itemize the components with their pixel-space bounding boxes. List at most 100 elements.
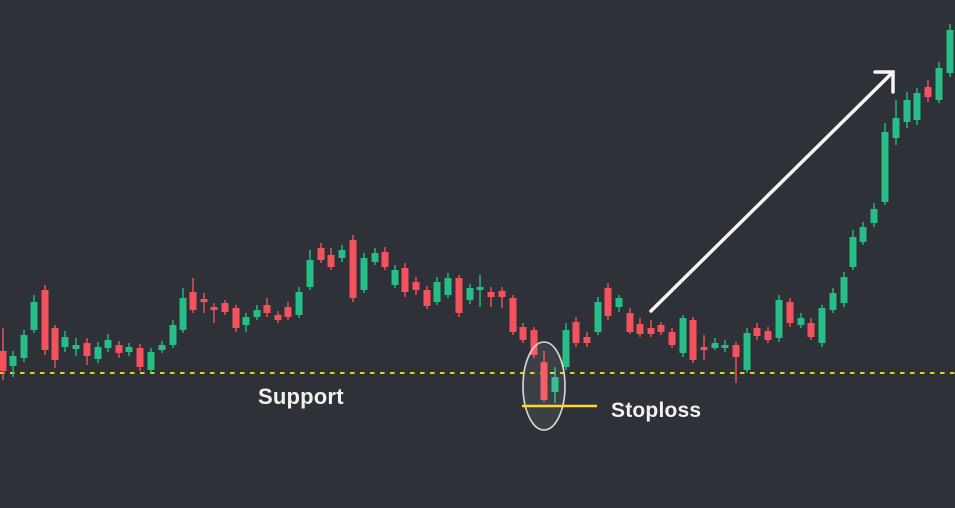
candle-body [295,292,303,315]
candle-body [189,292,197,310]
candle-body [349,240,357,298]
candle-body [657,325,665,332]
candle-body [840,277,848,303]
candle-body [615,298,623,307]
candle [732,342,740,383]
candle [433,277,441,305]
candle [700,335,708,360]
candle-body [689,320,697,360]
candle [881,123,889,205]
candle [391,265,399,288]
candle [711,338,719,350]
arrow-head [873,70,895,94]
candle [83,338,91,365]
candle-body [169,325,177,345]
candle-body [455,278,463,313]
candle [125,343,133,356]
candle [870,203,878,227]
candle-body [849,237,857,267]
candle [274,311,282,323]
candle [530,327,538,358]
candle-body [764,331,772,340]
candle-body [210,307,218,310]
candle-body [274,315,282,320]
candle [232,305,240,332]
candle [668,328,676,348]
candle [295,287,303,318]
candle [169,320,177,348]
candle [540,351,548,402]
candle [519,323,527,343]
candle [115,341,123,358]
candle [51,325,59,368]
candle-body [327,255,335,267]
candle-body [221,303,229,312]
candle-body [20,335,28,358]
candle [200,293,208,313]
candle-body [786,302,794,323]
candle-body [935,68,943,100]
candle-body [83,343,91,356]
candle [775,295,783,342]
candle [807,318,815,340]
candle-body [807,323,815,337]
candle-body [668,332,676,345]
candle-body [136,348,144,367]
candle-body [179,298,187,330]
candle [849,230,857,270]
candle-body [797,318,805,325]
candle [284,302,292,320]
candle [498,287,506,308]
candle-body [487,292,495,297]
candle-body [679,318,687,353]
candle-body [158,345,166,350]
candle [317,243,325,263]
candle [594,297,602,335]
candle [104,334,112,352]
candle [0,328,7,380]
candle [551,367,559,403]
candle-body [743,333,751,370]
candle-body [859,227,867,242]
candle-body [753,328,761,336]
candle [626,308,634,334]
candle [61,331,69,352]
candle-body [583,337,591,343]
candle-body [381,252,389,267]
candle [689,317,697,363]
candle-body [371,253,379,262]
candle-body [551,377,559,392]
candle-body [530,330,538,355]
candle-body [721,345,729,348]
arrow-shaft [649,72,893,313]
candle [20,330,28,362]
candle [158,341,166,353]
candle-body [94,347,102,359]
candle [636,318,644,337]
candle [604,283,612,320]
candle [647,320,655,337]
candle [327,248,335,270]
candle-body [9,356,17,366]
candle-body [61,337,69,347]
candle [401,263,409,297]
candle-body [562,330,570,367]
candle [423,286,431,309]
candle-body [423,290,431,306]
candle [764,327,772,343]
candle-body [572,322,580,343]
candle [721,340,729,352]
candle-body [360,258,368,290]
candle-body [775,300,783,338]
candle-body [115,345,123,353]
candle [829,288,837,313]
candle [9,351,17,377]
candle [786,298,794,327]
candle-body [51,328,59,360]
candle [72,338,80,356]
candle-body [829,293,837,310]
candle [338,245,346,262]
candle-body [30,302,38,330]
candle [946,24,954,77]
